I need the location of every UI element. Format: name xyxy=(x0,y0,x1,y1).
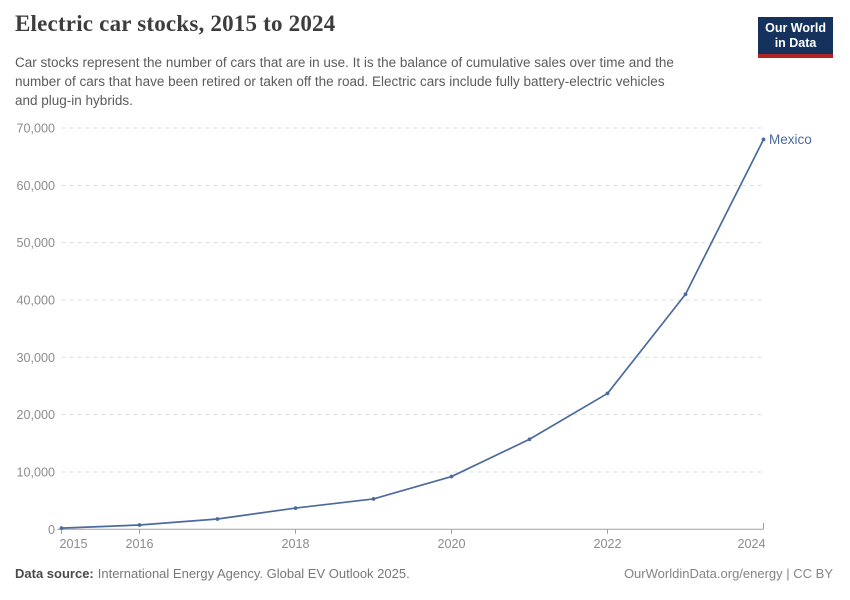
owid-logo[interactable]: Our World in Data xyxy=(758,17,833,58)
x-tick-label: 2020 xyxy=(437,537,465,551)
chart-subtitle: Car stocks represent the number of cars … xyxy=(15,53,760,110)
chart-footer: Data source: International Energy Agency.… xyxy=(15,566,833,581)
owid-logo-line1: Our World xyxy=(765,21,826,35)
chart-title: Electric car stocks, 2015 to 2024 xyxy=(15,11,336,36)
data-source-label: Data source: xyxy=(15,566,94,581)
chart-subtitle-line: Car stocks represent the number of cars … xyxy=(15,55,674,70)
y-tick-label: 70,000 xyxy=(16,121,55,135)
y-tick-label: 40,000 xyxy=(16,293,55,307)
data-point-mexico-2015[interactable] xyxy=(59,526,64,531)
x-tick-label: 2018 xyxy=(281,537,309,551)
x-tick-label: 2016 xyxy=(125,537,153,551)
data-source-text: International Energy Agency. Global EV O… xyxy=(97,566,410,581)
x-tick-label: 2022 xyxy=(593,537,621,551)
footer-attribution-link[interactable]: OurWorldinData.org/energy | CC BY xyxy=(623,566,833,581)
data-point-mexico-2016[interactable] xyxy=(137,523,142,527)
data-point-mexico-2019[interactable] xyxy=(371,497,376,501)
data-point-mexico-2017[interactable] xyxy=(215,517,220,521)
chart-subtitle-line: and plug-in hybrids. xyxy=(15,93,133,108)
data-point-mexico-2022[interactable] xyxy=(605,391,610,396)
y-tick-label: 30,000 xyxy=(16,351,55,365)
y-tick-label: 20,000 xyxy=(16,408,55,422)
data-source-line: Data source: International Energy Agency.… xyxy=(15,566,410,581)
data-point-mexico-2021[interactable] xyxy=(527,437,532,442)
y-tick-label: 60,000 xyxy=(16,179,55,193)
y-tick-label: 50,000 xyxy=(16,236,55,250)
y-tick-label: 10,000 xyxy=(16,465,55,479)
series-line-mexico[interactable] xyxy=(61,139,765,530)
data-point-mexico-2024[interactable] xyxy=(761,137,766,142)
owid-logo-line2: in Data xyxy=(774,35,817,50)
y-tick-label: 0 xyxy=(48,523,55,537)
entity-label-mexico[interactable]: Mexico xyxy=(769,132,812,147)
line-chart: 0 10,000 20,000 30,000 40,000 50,000 60,000 70,… xyxy=(16,121,812,551)
data-point-mexico-2023[interactable] xyxy=(683,292,688,297)
x-tick-label: 2015 xyxy=(60,537,88,551)
data-point-mexico-2020[interactable] xyxy=(449,474,454,479)
chart-subtitle-line: number of cars that have been retired or… xyxy=(15,74,665,89)
x-tick-label: 2024 xyxy=(737,537,765,551)
data-point-mexico-2018[interactable] xyxy=(293,506,298,510)
